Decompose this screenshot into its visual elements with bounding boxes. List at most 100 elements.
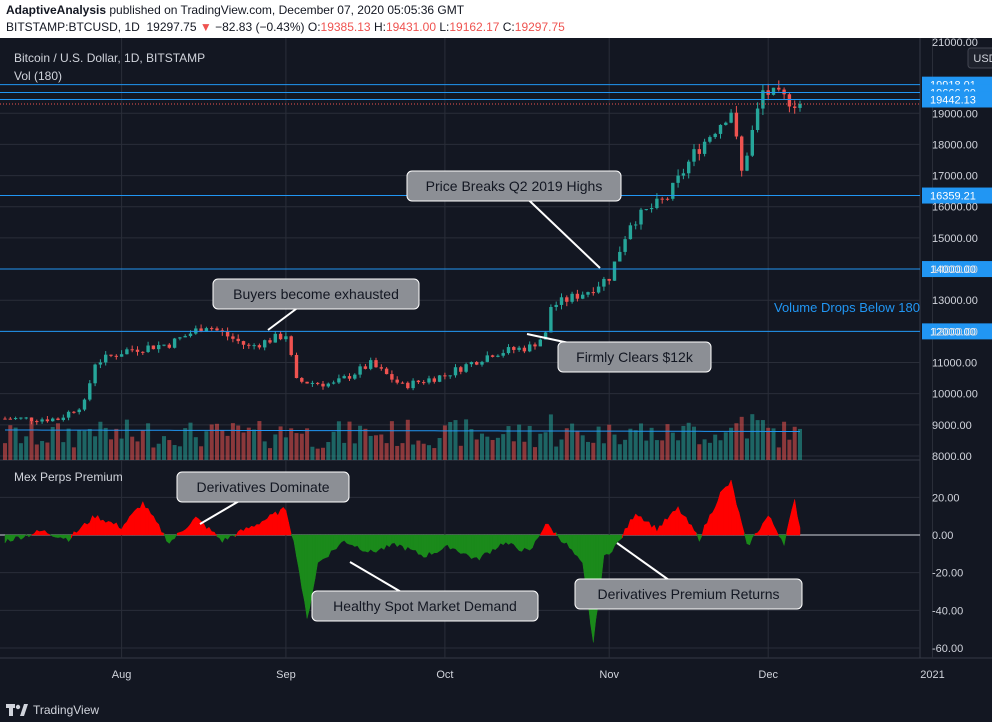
premium-segment [627,519,631,536]
candle-body [416,380,421,383]
volume-bar [411,444,416,460]
premium-segment [646,521,650,536]
volume-bar [474,439,479,460]
premium-segment [208,526,212,536]
time-tick-label: Nov [599,669,619,681]
firmly-clears-callout-label: Firmly Clears $12k [576,349,694,365]
chart-area[interactable]: 19918.0119666.0019442.1316359.2114000.00… [0,37,992,700]
candle-body [713,133,717,138]
volume-bar [241,432,246,460]
premium-segment [773,525,777,536]
volume-bar [686,422,691,460]
premium-segment [163,533,167,542]
candle-body [745,155,749,171]
volume-bar [739,416,744,460]
volume-bar [50,426,55,460]
volume-ma-line [4,429,801,432]
candle-body [697,149,701,154]
candle-body [501,353,505,356]
tradingview-logo[interactable]: TradingView [6,703,99,717]
volume-bar [639,423,643,460]
premium-segment [378,534,382,551]
candle-body [533,344,537,347]
premium-segment [280,506,284,536]
candle-body [24,417,28,419]
premium-segment [317,534,321,564]
premium-segment [577,534,581,561]
price-tick-label: 19000.00 [932,108,978,120]
candle-body [104,354,108,363]
premium-segment [667,514,671,536]
candle-body [151,345,156,350]
premium-segment [237,528,242,536]
candle-body [602,278,606,287]
volume-bar [421,443,426,460]
premium-segment [182,529,186,536]
premium-segment [452,534,456,550]
author-name[interactable]: AdaptiveAnalysis [6,3,107,17]
currency-button[interactable] [967,47,992,69]
premium-segment [150,513,154,536]
premium-segment [669,510,674,536]
volume-bar [654,440,659,460]
chart-canvas[interactable]: 19918.0119666.0019442.1316359.2114000.00… [0,37,992,700]
volume-bar [660,440,665,460]
premium-segment [55,534,59,538]
premium-segment [10,534,14,542]
candle-body [575,293,580,299]
candle-body [750,129,754,156]
premium-segment [404,534,409,552]
candle-body [623,239,627,252]
level-label: 16359.21 [930,191,976,203]
premium-segment [619,534,623,541]
volume-bar [617,444,622,460]
candle-body [612,261,617,281]
premium-segment [608,534,613,555]
premium-segment [770,518,774,536]
premium-segment [36,529,40,536]
candle-body [771,87,776,95]
volume-bar [464,419,469,460]
candle-body [56,418,60,420]
volume-bar [633,430,638,460]
premium-segment [71,531,75,539]
candle-body [411,380,415,389]
premium-segment [161,532,165,536]
premium-segment [518,534,522,552]
volume-bar [283,437,288,460]
premium-segment [359,534,363,552]
candle-body [321,383,325,387]
premium-segment [651,524,655,536]
premium-segment [285,510,289,536]
price-breaks-callout-box [406,170,622,202]
premium-segment [616,534,621,543]
premium-segment [31,533,35,536]
volume-bar [570,423,575,460]
volume-bar [262,441,267,460]
price-tick-label: 13000.00 [932,295,978,307]
premium-segment [579,534,583,564]
premium-segment [184,526,189,536]
premium-segment [235,531,239,537]
premium-segment [124,521,128,536]
candle-body [300,378,304,382]
volume-bar [140,430,145,460]
volume-bar [533,447,537,460]
volume-bar [315,448,320,460]
candle-body [45,419,50,422]
volume-bar [246,427,251,460]
premium-segment [230,534,234,537]
volume-bar [225,435,230,460]
premium-segment [624,527,628,536]
candle-body [257,345,262,348]
volume-bar [766,427,771,460]
volume-bar [310,446,315,460]
premium-segment [214,531,218,538]
premium-legend: Mex Perps Premium [14,470,123,484]
premium-segment [256,524,260,536]
volume-bar [230,423,235,460]
premium-segment [129,513,133,536]
candle-body [432,378,436,382]
volume-bar [665,424,670,460]
premium-segment [68,534,72,543]
